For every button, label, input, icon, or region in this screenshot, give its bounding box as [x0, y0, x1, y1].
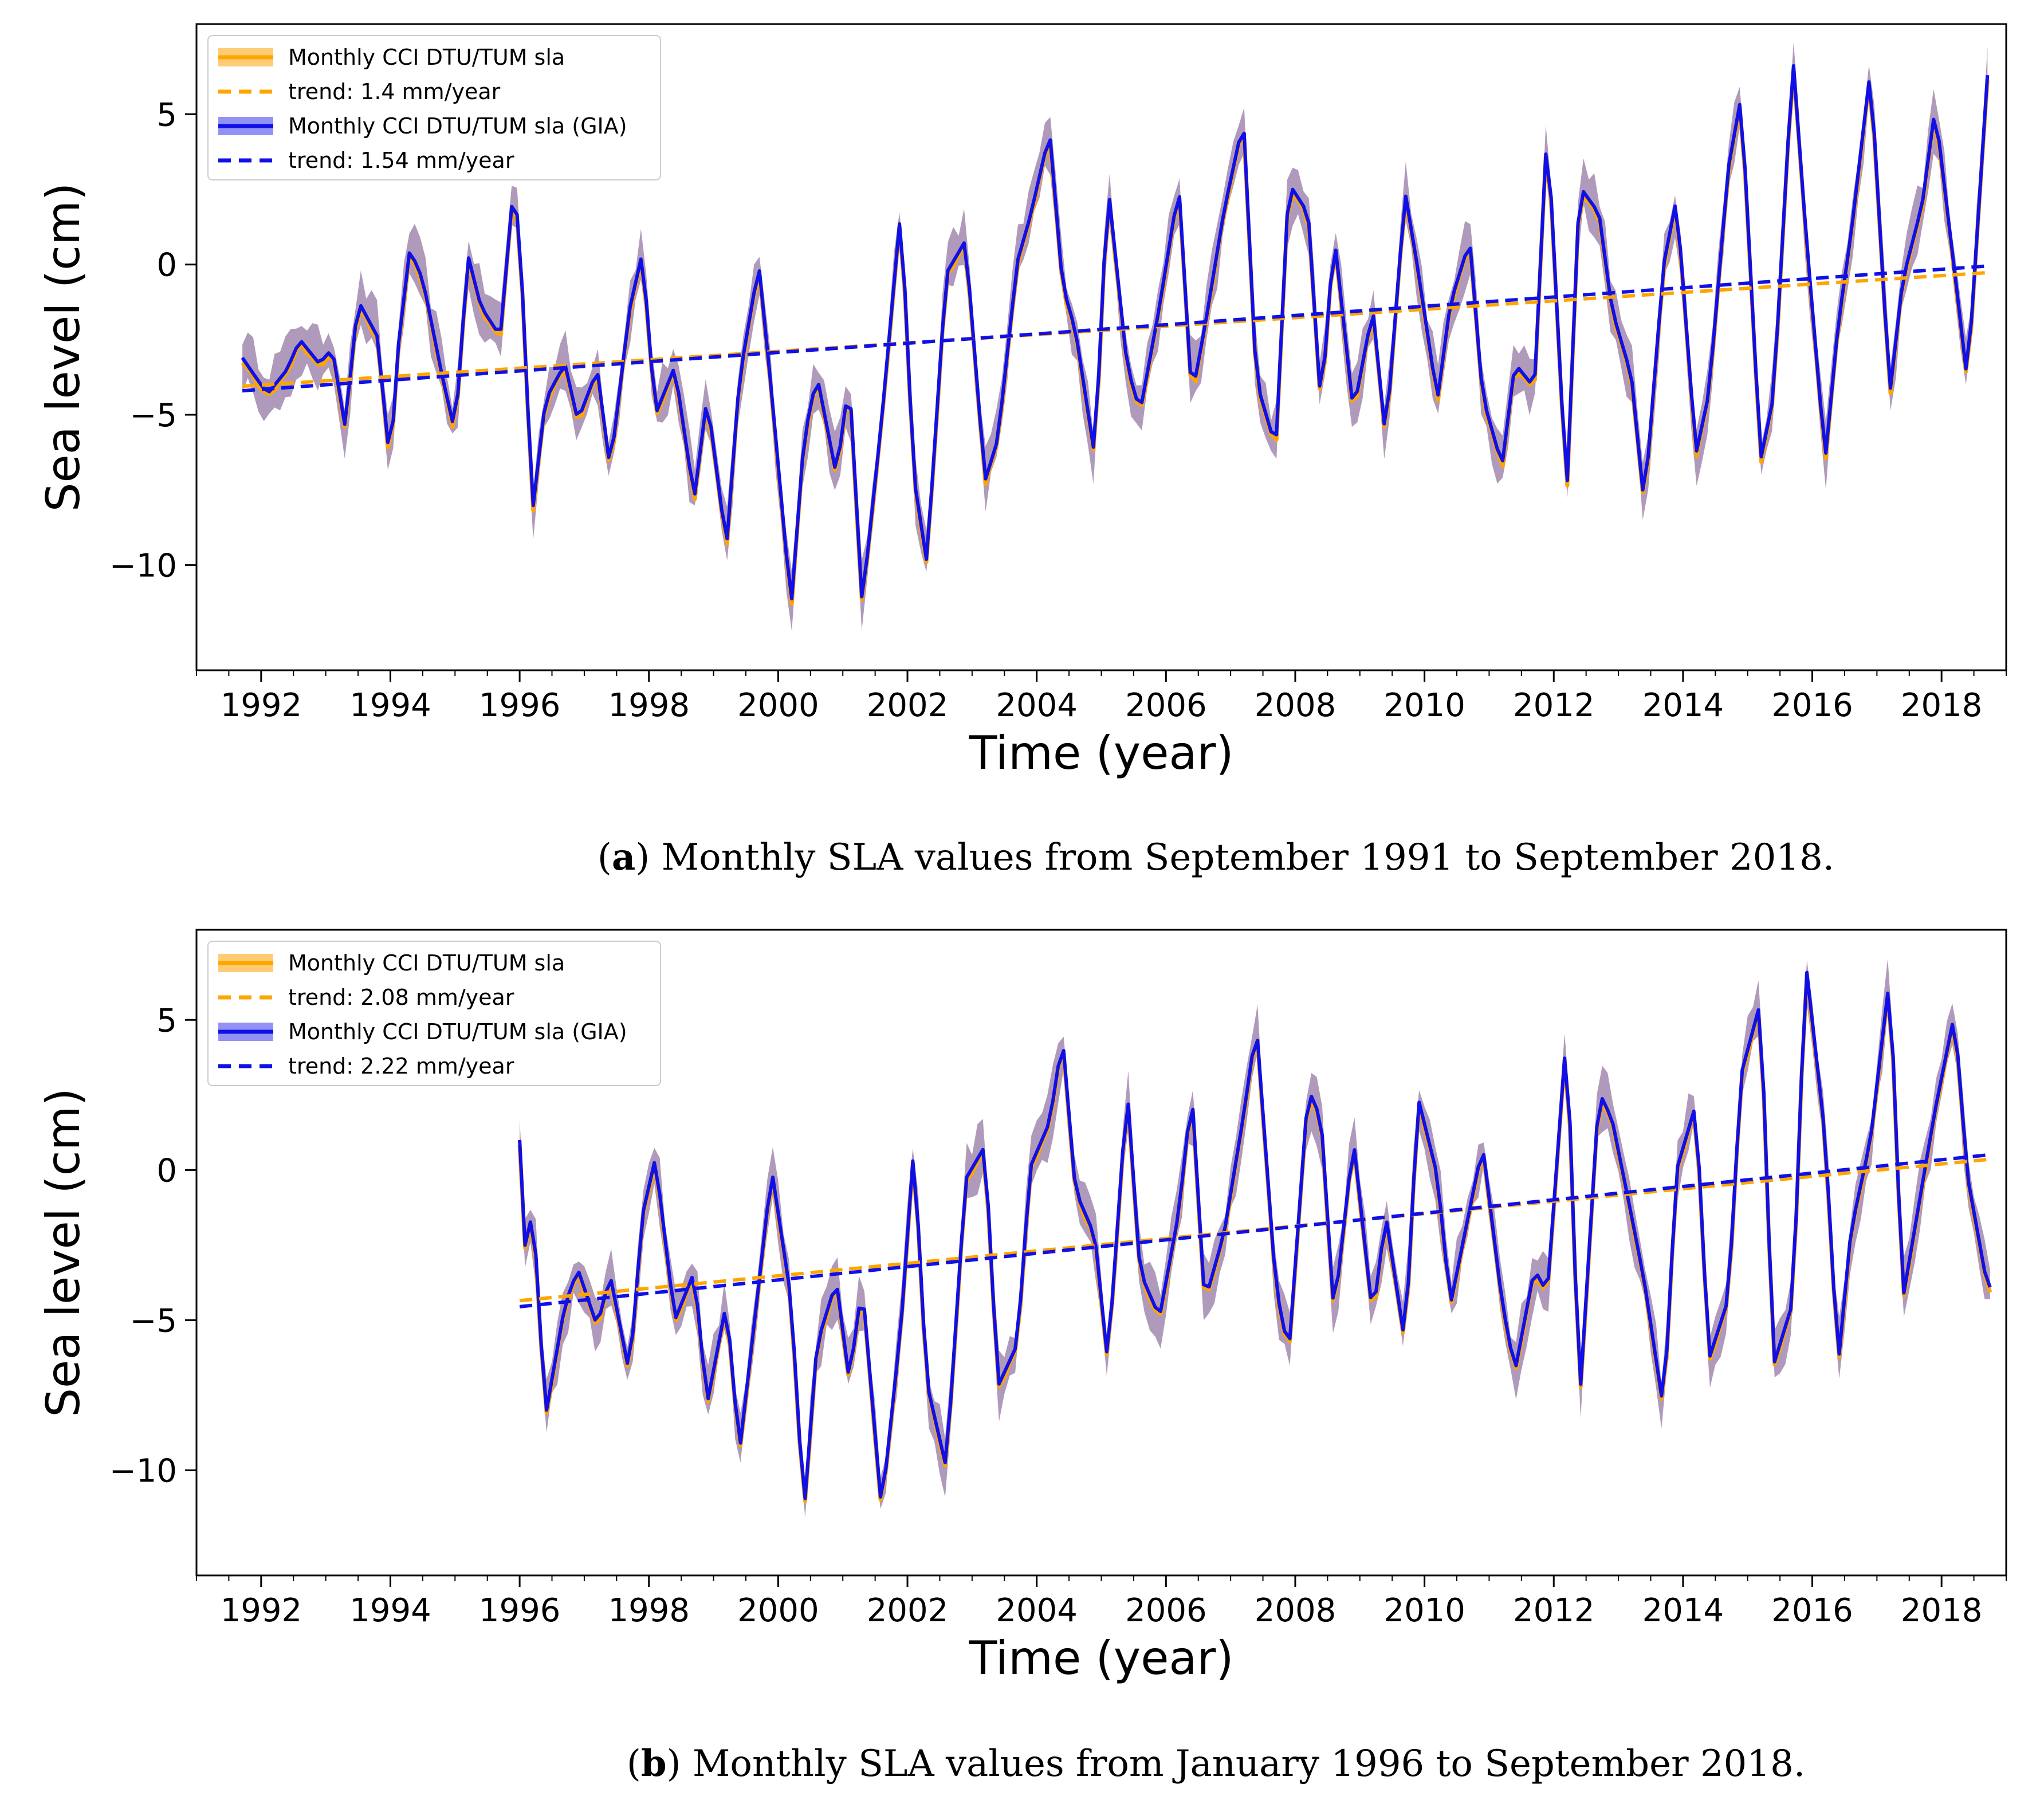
x-tick-label: 2008: [1255, 1592, 1337, 1629]
y-axis-label: Sea level (cm): [37, 183, 90, 512]
legend-label: Monthly CCI DTU/TUM sla (GIA): [288, 113, 627, 139]
legend-label: trend: 2.08 mm/year: [288, 985, 514, 1010]
caption-label: a: [612, 836, 635, 879]
x-axis-label: Time (year): [968, 726, 1233, 780]
series-line-gia: [241, 64, 1990, 601]
x-tick-label: 1992: [221, 1592, 302, 1629]
x-tick-label: 2000: [737, 1592, 819, 1629]
y-tick-label: 5: [156, 96, 177, 133]
legend-label: Monthly CCI DTU/TUM sla: [288, 45, 565, 70]
series-line-gia: [518, 970, 1992, 1500]
y-axis-label: Sea level (cm): [37, 1088, 90, 1417]
chart-a: 1992 1994 1996 1998 2000 2002 2004 2006 2008 2010…: [37, 23, 2007, 879]
caption-paren-close: ): [667, 1743, 693, 1785]
x-tick-label: 2004: [996, 1592, 1078, 1629]
x-tick-label: 2010: [1383, 687, 1465, 724]
x-tick-label: 1994: [349, 1592, 431, 1629]
caption-label: b: [641, 1742, 667, 1785]
x-tick-label: 2012: [1513, 687, 1595, 724]
x-tick-label: 1998: [608, 1592, 690, 1629]
x-tick-label: 2010: [1383, 1592, 1465, 1629]
caption-text: Monthly SLA values from January 1996 to …: [693, 1743, 1805, 1785]
trend-line-gia: [519, 1153, 1988, 1308]
caption-paren-close: ): [635, 836, 661, 879]
y-tick-label: 5: [156, 1002, 177, 1039]
y-tick-label: 0: [156, 1152, 177, 1189]
legend-label: trend: 1.54 mm/year: [288, 148, 514, 173]
y-tick-label: −10: [109, 547, 177, 584]
caption: (b) Monthly SLA values from January 1996…: [627, 1742, 1805, 1785]
legend: Monthly CCI DTU/TUM sla trend: 1.4 mm/yea…: [207, 35, 661, 180]
x-tick-label: 2002: [867, 1592, 949, 1629]
x-axis-label: Time (year): [968, 1632, 1233, 1685]
caption-paren-open: (: [627, 1743, 641, 1785]
legend-label: Monthly CCI DTU/TUM sla: [288, 950, 565, 976]
x-tick-label: 2018: [1901, 687, 1983, 724]
legend-label: trend: 1.4 mm/year: [288, 79, 501, 104]
legend-label: Monthly CCI DTU/TUM sla (GIA): [288, 1019, 627, 1044]
chart-b: 1992 1994 1996 1998 2000 2002 2004 2006 2008 2010…: [37, 929, 2007, 1785]
legend-box: [207, 35, 661, 180]
x-tick-label: 2006: [1125, 687, 1207, 724]
caption-text: Monthly SLA values from September 1991 t…: [662, 836, 1835, 879]
plot-area: [241, 42, 1990, 631]
x-tick-label: 2014: [1642, 687, 1724, 724]
y-tick-label: −10: [109, 1453, 177, 1490]
x-tick-label: 2002: [867, 687, 949, 724]
trend-line-orange: [519, 1158, 1988, 1303]
legend-label: trend: 2.22 mm/year: [288, 1054, 514, 1079]
legend-box: [207, 941, 661, 1086]
x-tick-label: 1992: [221, 687, 302, 724]
x-tick-label: 2008: [1255, 687, 1337, 724]
x-tick-label: 1994: [349, 687, 431, 724]
x-tick-label: 2006: [1125, 1592, 1207, 1629]
x-tick-label: 1998: [608, 687, 690, 724]
x-tick-label: 2016: [1771, 1592, 1853, 1629]
x-tick-label: 2016: [1771, 687, 1853, 724]
caption: (a) Monthly SLA values from September 19…: [598, 836, 1834, 879]
x-tick-label: 2004: [996, 687, 1078, 724]
x-tick-label: 2014: [1642, 1592, 1724, 1629]
legend: Monthly CCI DTU/TUM sla trend: 2.08 mm/ye…: [207, 941, 661, 1086]
y-tick-label: −5: [129, 1302, 177, 1339]
caption-paren-open: (: [598, 836, 612, 879]
x-tick-label: 2012: [1513, 1592, 1595, 1629]
x-tick-label: 2018: [1901, 1592, 1983, 1629]
plot-area: [517, 958, 1992, 1518]
y-tick-label: 0: [156, 247, 177, 284]
y-tick-label: −5: [129, 397, 177, 434]
x-tick-label: 1996: [479, 1592, 561, 1629]
x-tick-label: 1996: [479, 687, 561, 724]
x-tick-label: 2000: [737, 687, 819, 724]
